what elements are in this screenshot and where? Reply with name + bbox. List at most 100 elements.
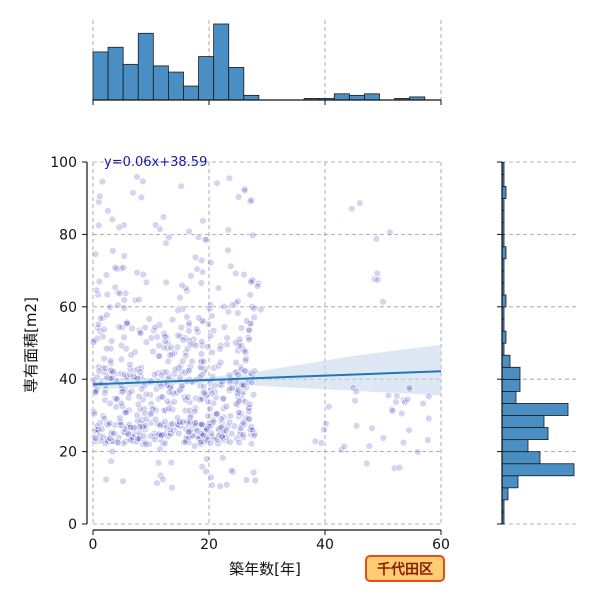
- scatter-point: [216, 482, 224, 490]
- scatter-point: [232, 269, 240, 278]
- scatter-point: [174, 306, 182, 314]
- scatter-point: [157, 382, 166, 391]
- scatter-point: [204, 343, 212, 351]
- scatter-point: [352, 422, 361, 430]
- top-hist-bar: [92, 51, 109, 101]
- scatter-point: [199, 382, 208, 391]
- scatter-point: [349, 383, 357, 392]
- scatter-point: [154, 459, 163, 467]
- scatter-point: [187, 272, 195, 280]
- scatter-point: [240, 381, 248, 390]
- y-tick-label: 20: [59, 445, 77, 461]
- right-hist-bar: [501, 378, 521, 392]
- scatter-point: [112, 403, 120, 411]
- scatter-point: [395, 463, 404, 472]
- scatter-point: [193, 265, 201, 273]
- scatter-point: [242, 317, 251, 325]
- scatter-point: [209, 418, 218, 426]
- scatter-point: [225, 418, 234, 426]
- scatter-point: [208, 481, 216, 489]
- scatter-point: [217, 415, 225, 423]
- scatter-point: [251, 367, 259, 375]
- scatter-point: [117, 341, 126, 350]
- scatter-point: [340, 442, 348, 451]
- scatter-point: [94, 291, 102, 299]
- scatter-point: [170, 370, 178, 378]
- scatter-point: [120, 296, 129, 304]
- scatter-point: [114, 288, 122, 297]
- scatter-point: [118, 384, 126, 393]
- scatter-point: [181, 369, 189, 377]
- scatter-point: [192, 325, 201, 333]
- scatter-point: [116, 289, 124, 298]
- scatter-point: [100, 325, 108, 334]
- scatter-point: [235, 408, 243, 417]
- scatter-point: [213, 410, 221, 418]
- y-tick-label: 40: [59, 372, 77, 388]
- y-tick-label: 80: [59, 227, 77, 243]
- scatter-point: [223, 481, 231, 489]
- scatter-point: [239, 431, 247, 439]
- scatter-point: [244, 333, 253, 342]
- scatter-point: [199, 388, 208, 396]
- scatter-point: [106, 434, 114, 442]
- top-hist-bar: [213, 23, 230, 101]
- scatter-point: [122, 408, 130, 417]
- scatter-point: [203, 455, 211, 463]
- scatter-point: [179, 336, 188, 344]
- scatter-point: [241, 356, 250, 365]
- scatter-point: [219, 394, 228, 403]
- scatter-point: [92, 386, 101, 395]
- scatter-point: [191, 253, 200, 262]
- scatter-point: [126, 370, 134, 379]
- scatter-point: [179, 305, 187, 313]
- scatter-point: [185, 227, 193, 236]
- scatter-point: [121, 289, 130, 297]
- scatter-point: [245, 326, 253, 334]
- scatter-point: [108, 374, 116, 382]
- ward-badge-label: 千代田区: [377, 561, 433, 578]
- scatter-point: [228, 301, 237, 309]
- scatter-point: [117, 355, 126, 364]
- scatter-point: [122, 373, 131, 381]
- scatter-point: [177, 323, 186, 332]
- scatter-point: [92, 286, 101, 294]
- scatter-point: [208, 390, 216, 398]
- scatter-point: [186, 413, 195, 421]
- scatter-point: [247, 278, 255, 286]
- scatter-point: [206, 304, 214, 313]
- scatter-point: [142, 440, 150, 448]
- scatter-point: [173, 414, 182, 422]
- scatter-point: [153, 479, 161, 487]
- scatter-point: [191, 404, 200, 413]
- scatter-point: [137, 193, 146, 202]
- scatter-point: [151, 435, 159, 444]
- scatter-point: [237, 324, 246, 332]
- scatter-point: [142, 415, 151, 423]
- scatter-point: [317, 439, 326, 447]
- scatter-point: [151, 415, 160, 424]
- scatter-point: [120, 370, 129, 379]
- scatter-point: [384, 391, 393, 400]
- scatter-point: [248, 378, 256, 386]
- scatter-point: [95, 221, 103, 230]
- scatter-point: [136, 368, 144, 376]
- scatter-point: [393, 392, 401, 400]
- scatter-point: [224, 246, 232, 255]
- scatter-point: [161, 439, 169, 447]
- scatter-point: [227, 466, 236, 475]
- scatter-point: [137, 329, 145, 337]
- scatter-point: [228, 384, 236, 392]
- scatter-point: [126, 360, 134, 369]
- scatter-point: [173, 343, 182, 351]
- scatter-point: [190, 442, 199, 450]
- scatter-point: [234, 389, 242, 398]
- x-tick-label: 0: [89, 537, 98, 553]
- scatter-point: [194, 233, 203, 241]
- scatter-point: [120, 304, 129, 312]
- scatter-point: [213, 179, 221, 187]
- scatter-point: [181, 406, 190, 415]
- scatter-point: [155, 342, 163, 350]
- scatter-point: [142, 390, 150, 399]
- x-axis-label: 築年数[年]: [229, 560, 301, 578]
